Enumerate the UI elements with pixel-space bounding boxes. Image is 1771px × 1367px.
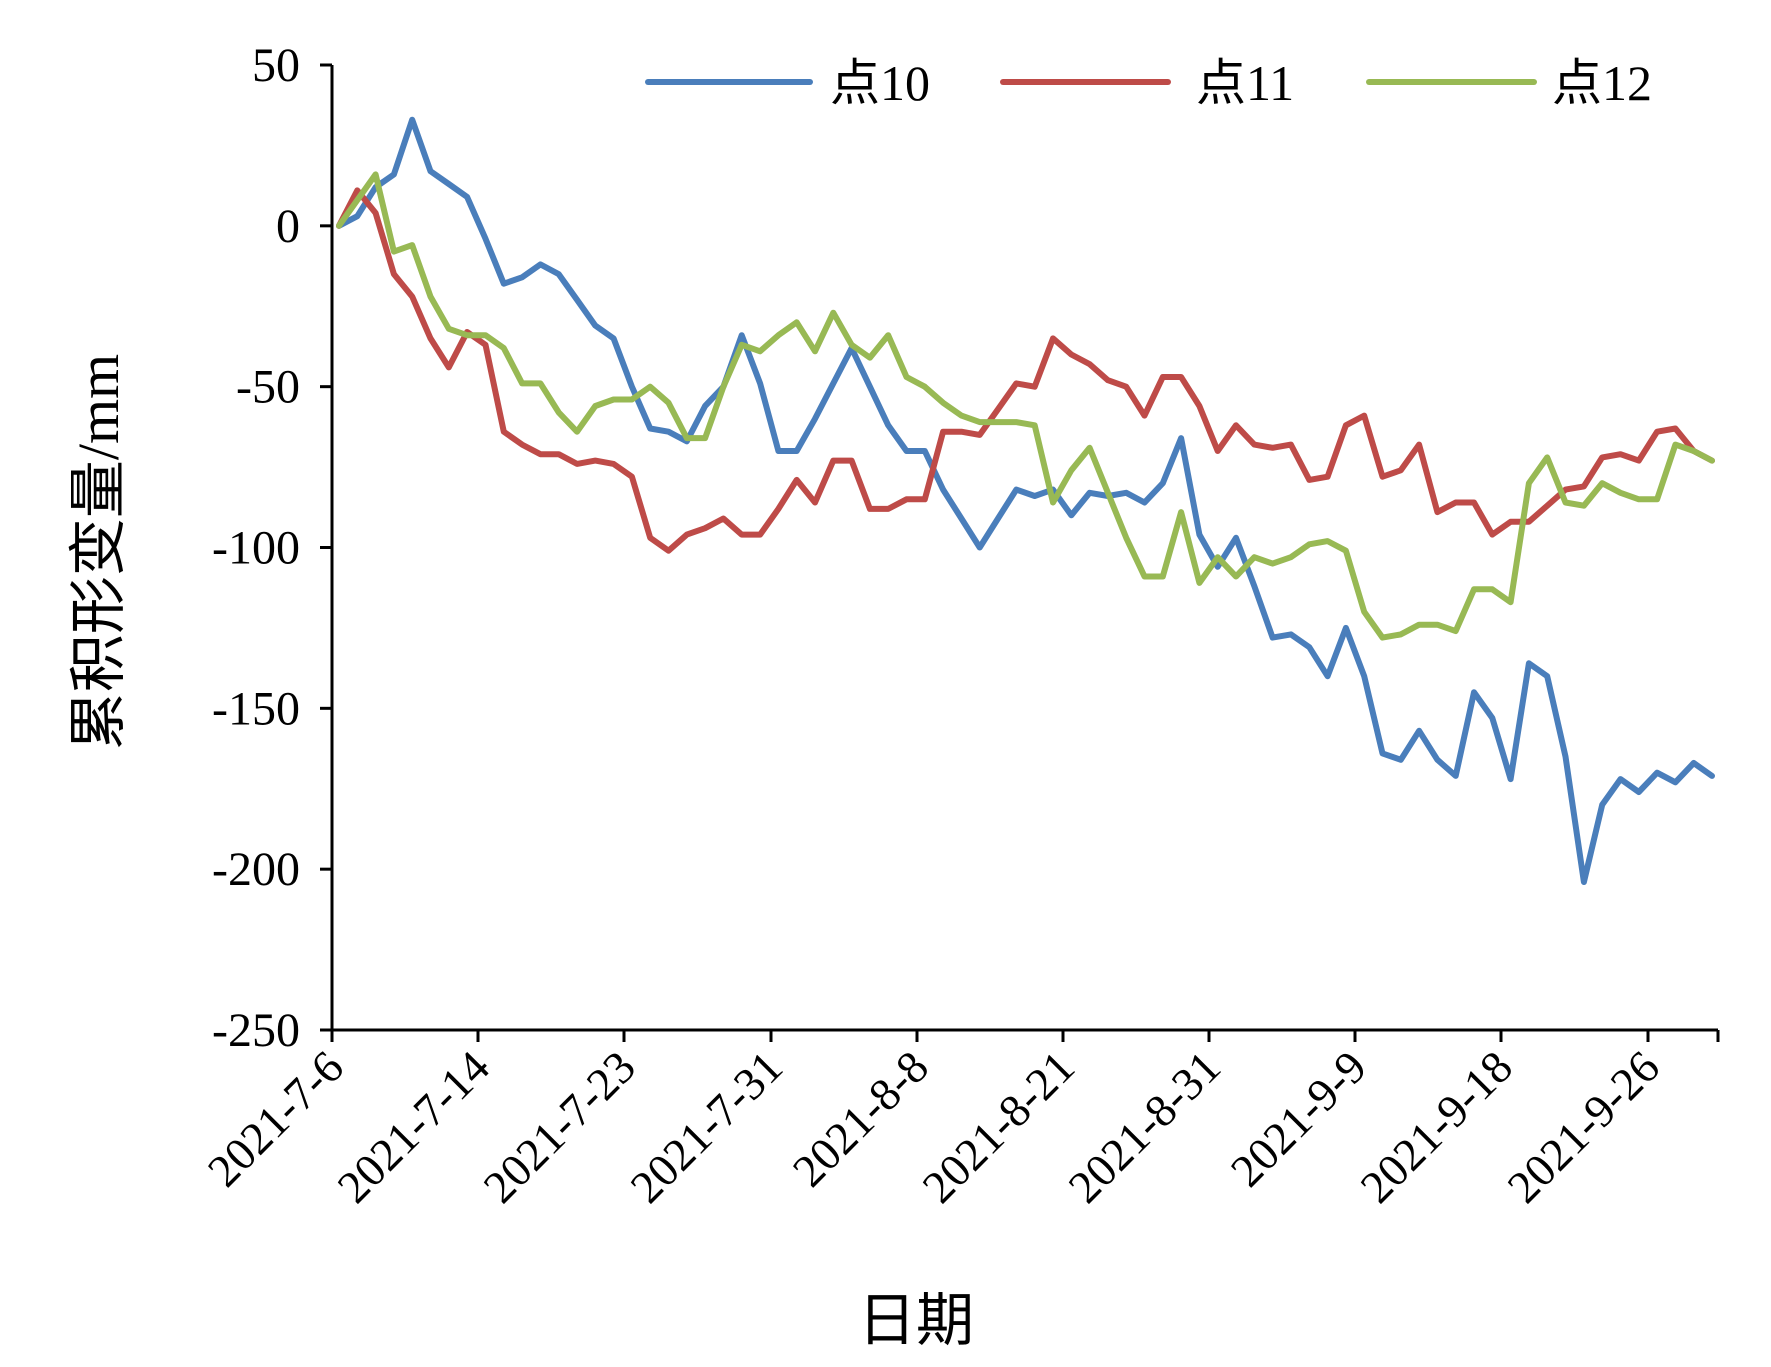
x-tick-label: 2021-7-14 [327, 1041, 499, 1213]
series-line-12 [336, 171, 1715, 641]
y-tick-label: -200 [212, 843, 300, 896]
y-axis-ticks: 50 0 -50 -100 -150 -200 -250 [212, 39, 332, 1057]
plot-lines [336, 116, 1715, 885]
x-tick-label: 2021-8-31 [1058, 1041, 1230, 1213]
legend-label-11: 点11 [1196, 55, 1294, 111]
y-tick-label: -250 [212, 1004, 300, 1057]
x-tick-label: 2021-7-31 [620, 1041, 792, 1213]
y-tick-label: 50 [252, 39, 300, 92]
series-line-11 [336, 187, 1715, 554]
x-tick-label: 2021-9-18 [1350, 1041, 1522, 1213]
x-axis-title: 日期 [858, 1288, 974, 1353]
y-tick-label: -150 [212, 682, 300, 735]
axes [330, 65, 1718, 1032]
y-tick-label: -50 [236, 361, 300, 414]
y-tick-label: -100 [212, 522, 300, 575]
legend-label-12: 点12 [1552, 55, 1652, 111]
legend: 点10 点11 点12 [645, 55, 1652, 111]
y-axis-title: 累积形变量/mm [66, 354, 131, 750]
x-tick-label: 2021-7-23 [473, 1041, 645, 1213]
series-line-10 [336, 116, 1715, 885]
x-tick-label: 2021-8-21 [912, 1041, 1084, 1213]
legend-label-10: 点10 [830, 55, 930, 111]
x-tick-label: 2021-9-26 [1497, 1041, 1669, 1213]
x-axis-ticks: 2021-7-62021-7-142021-7-232021-7-312021-… [198, 1030, 1720, 1213]
y-tick-label: 0 [276, 200, 300, 253]
